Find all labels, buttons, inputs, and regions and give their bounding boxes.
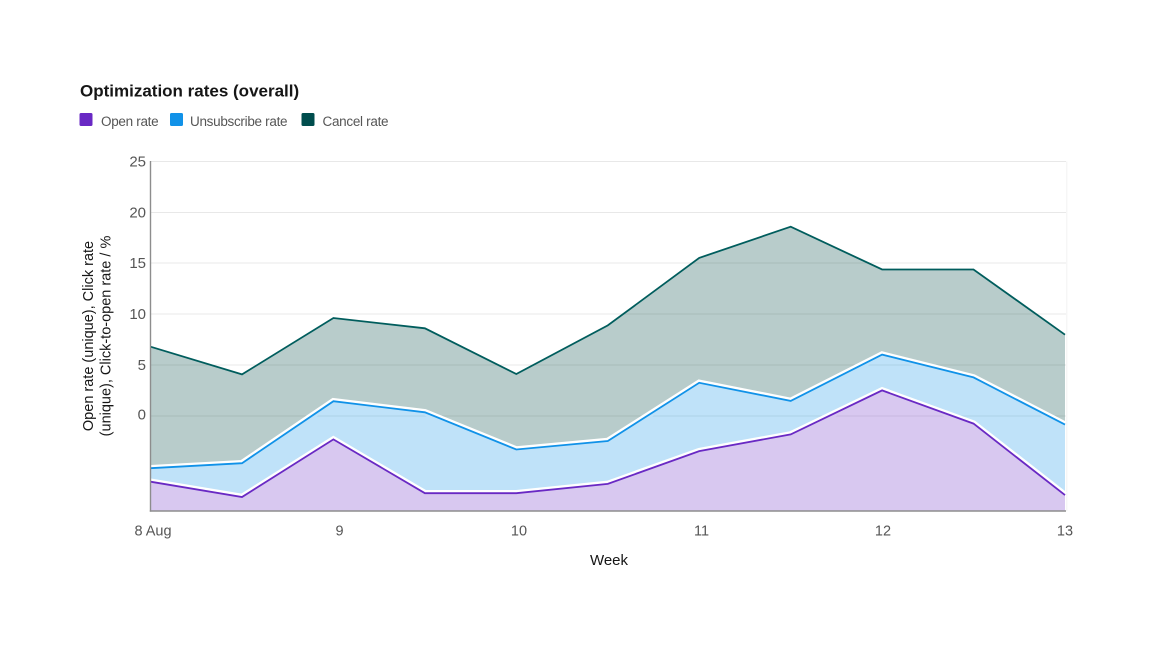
svg-text:15: 15: [129, 255, 146, 272]
svg-text:Unsubscribe rate: Unsubscribe rate: [190, 114, 287, 129]
svg-text:Cancel rate: Cancel rate: [323, 114, 389, 129]
svg-text:0: 0: [138, 407, 146, 424]
svg-text:9: 9: [335, 524, 343, 540]
svg-text:Optimization rates (overall): Optimization rates (overall): [80, 82, 299, 101]
svg-text:8 Aug: 8 Aug: [134, 524, 171, 540]
svg-text:25: 25: [129, 154, 146, 171]
svg-text:10: 10: [129, 306, 146, 323]
svg-text:5: 5: [138, 357, 146, 374]
svg-text:20: 20: [129, 205, 146, 222]
svg-text:13: 13: [1057, 524, 1073, 540]
svg-text:11: 11: [694, 524, 709, 540]
svg-text:12: 12: [875, 524, 891, 540]
svg-text:Open rate (unique), Click rate: Open rate (unique), Click rate (unique), …: [81, 236, 115, 437]
svg-text:Week: Week: [590, 552, 629, 569]
svg-text:10: 10: [511, 524, 527, 540]
svg-text:Open rate: Open rate: [101, 114, 158, 129]
